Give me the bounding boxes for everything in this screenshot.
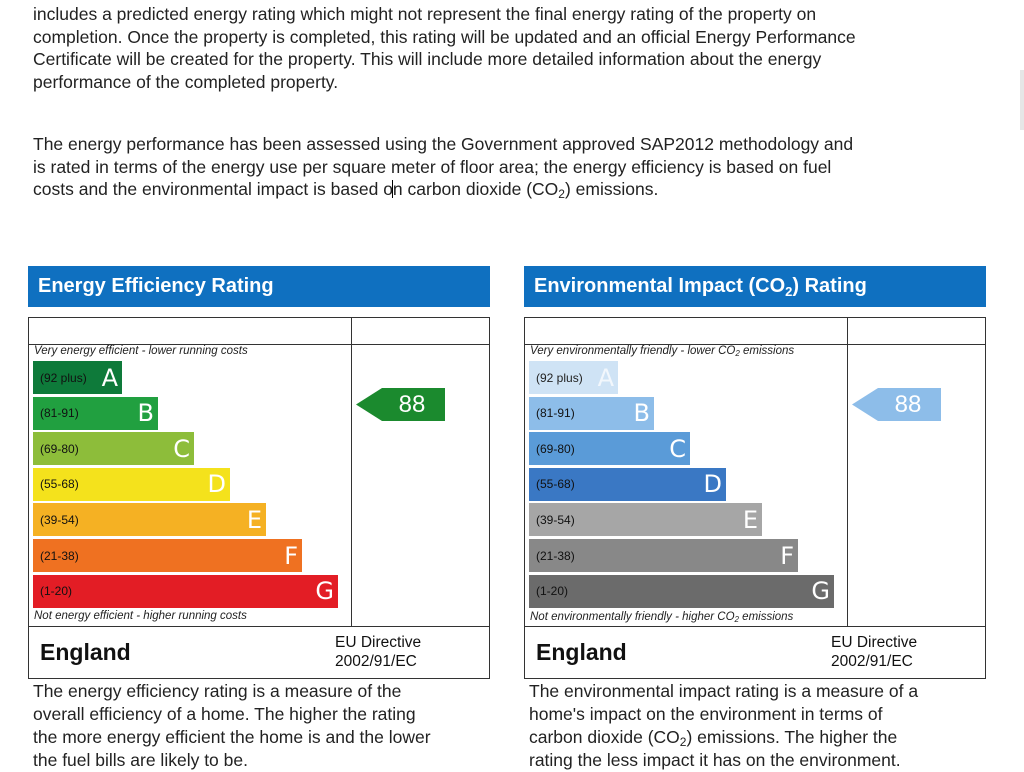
co2-band-letter: F — [780, 541, 794, 570]
co2-band-range: (69-80) — [536, 441, 575, 456]
energy-band-letter: C — [173, 434, 190, 463]
energy-band-d: (55-68) D — [33, 467, 230, 501]
energy-band-g: (1-20) G — [33, 574, 338, 608]
energy-arrow-shape — [356, 388, 445, 421]
co2-band-d: (55-68) D — [529, 467, 726, 501]
energy-band-range: (55-68) — [40, 477, 79, 492]
co2-country: England — [536, 639, 627, 665]
co2-band-f: (21-38) F — [529, 539, 798, 572]
co2-title-subscript: 2 — [785, 284, 793, 299]
co2-band-range: (21-38) — [536, 548, 575, 563]
co2-current-rating-arrow: 88 — [852, 388, 942, 421]
co2-band-g: (1-20) G — [529, 574, 834, 608]
co2-band-letter: C — [669, 434, 686, 463]
co2-band-e: (39-54) E — [529, 503, 762, 537]
intro-paragraph-1: includes a predicted energy rating which… — [33, 4, 856, 92]
energy-panel-title: Energy Efficiency Rating — [28, 266, 490, 307]
energy-band-f: (21-38) F — [33, 539, 302, 572]
co2-arrow-shape — [852, 388, 941, 421]
text-cursor — [392, 180, 394, 198]
energy-description: The energy efficiency rating is a measur… — [33, 681, 431, 770]
co2-description-text-a: The environmental impact rating is a mea… — [529, 681, 919, 747]
co2-band-letter: A — [597, 363, 614, 392]
energy-band-letter: B — [137, 399, 154, 428]
energy-panel-footer: England EU Directive 2002/91/EC — [28, 627, 490, 679]
energy-bottom-note: Not energy efficient - higher running co… — [34, 610, 247, 622]
energy-band-a: (92 plus) A — [33, 361, 122, 394]
intro-paragraph-2-subscript: 2 — [558, 187, 565, 201]
grid-divider-vertical — [351, 318, 352, 626]
intro-paragraph-2: The energy performance has been assessed… — [33, 133, 983, 201]
co2-title-text-b: ) Rating — [792, 275, 867, 297]
co2-title-text-a: Environmental Impact (CO — [534, 275, 786, 297]
energy-band-range: (1-20) — [40, 584, 73, 599]
energy-country: England — [40, 639, 131, 665]
grid-divider-vertical — [847, 318, 848, 626]
environmental-impact-panel: Environmental Impact (CO2) Rating Very e… — [524, 266, 986, 679]
energy-eu-directive: EU Directive 2002/91/EC — [335, 634, 422, 670]
intro-paragraph-2-text-a: The energy performance has been assessed… — [33, 134, 854, 199]
energy-band-letter: A — [101, 363, 118, 392]
co2-band-range: (1-20) — [536, 584, 569, 599]
co2-top-note-text-b: emissions — [739, 345, 795, 357]
co2-description-subscript: 2 — [679, 735, 687, 749]
energy-current-rating-arrow: 88 — [356, 388, 446, 421]
energy-band-b: (81-91) B — [33, 396, 158, 430]
intro-paragraph-2-text-b: n carbon dioxide (CO — [392, 179, 559, 199]
intro-paragraph-2-text-c: ) emissions. — [564, 179, 659, 199]
co2-band-letter: B — [633, 399, 650, 428]
energy-band-e: (39-54) E — [33, 503, 266, 537]
energy-band-range: (92 plus) — [40, 370, 87, 385]
energy-band-letter: E — [246, 505, 262, 534]
co2-band-range: (92 plus) — [536, 370, 583, 385]
energy-current-value: 88 — [398, 391, 426, 418]
energy-rating-grid: Very energy efficient - lower running co… — [28, 317, 490, 627]
co2-bottom-note-text-a: Not environmentally friendly - higher CO — [530, 611, 735, 623]
co2-band-range: (81-91) — [536, 406, 575, 421]
co2-description-text-b: ) emissions. The higher the rating the l… — [529, 727, 901, 770]
co2-description: The environmental impact rating is a mea… — [529, 680, 991, 772]
co2-rating-grid: Very environmentally friendly - lower CO… — [524, 317, 986, 627]
co2-band-b: (81-91) B — [529, 396, 654, 430]
co2-top-note: Very environmentally friendly - lower CO… — [530, 345, 795, 358]
scrollbar-hint — [1020, 70, 1024, 130]
co2-band-range: (39-54) — [536, 512, 575, 527]
co2-bottom-note-text-b: emissions — [738, 611, 794, 623]
co2-band-a: (92 plus) A — [529, 361, 618, 394]
co2-panel-title: Environmental Impact (CO2) Rating — [524, 266, 986, 307]
energy-band-range: (39-54) — [40, 512, 79, 527]
co2-panel-footer: England EU Directive 2002/91/EC — [524, 627, 986, 679]
co2-current-value: 88 — [894, 391, 922, 418]
co2-eu-directive: EU Directive 2002/91/EC — [831, 634, 918, 670]
co2-bottom-note-subscript: 2 — [734, 615, 739, 624]
energy-top-note: Very energy efficient - lower running co… — [34, 345, 248, 357]
energy-band-letter: D — [207, 470, 226, 499]
energy-band-letter: G — [315, 577, 334, 606]
energy-efficiency-panel: Energy Efficiency Rating Very energy eff… — [28, 266, 490, 679]
co2-band-letter: G — [811, 577, 830, 606]
energy-band-c: (69-80) C — [33, 432, 194, 466]
co2-band-letter: D — [703, 470, 722, 499]
energy-band-range: (21-38) — [40, 548, 79, 563]
energy-band-range: (81-91) — [40, 406, 79, 421]
energy-band-range: (69-80) — [40, 441, 79, 456]
co2-band-letter: E — [742, 505, 758, 534]
co2-top-note-text-a: Very environmentally friendly - lower CO — [530, 345, 736, 357]
co2-band-c: (69-80) C — [529, 432, 690, 466]
grid-divider-horizontal — [525, 344, 985, 345]
co2-band-range: (55-68) — [536, 477, 575, 492]
co2-top-note-subscript: 2 — [735, 349, 740, 358]
co2-bottom-note: Not environmentally friendly - higher CO… — [530, 611, 794, 624]
energy-band-letter: F — [284, 541, 298, 570]
grid-divider-horizontal — [29, 344, 489, 345]
